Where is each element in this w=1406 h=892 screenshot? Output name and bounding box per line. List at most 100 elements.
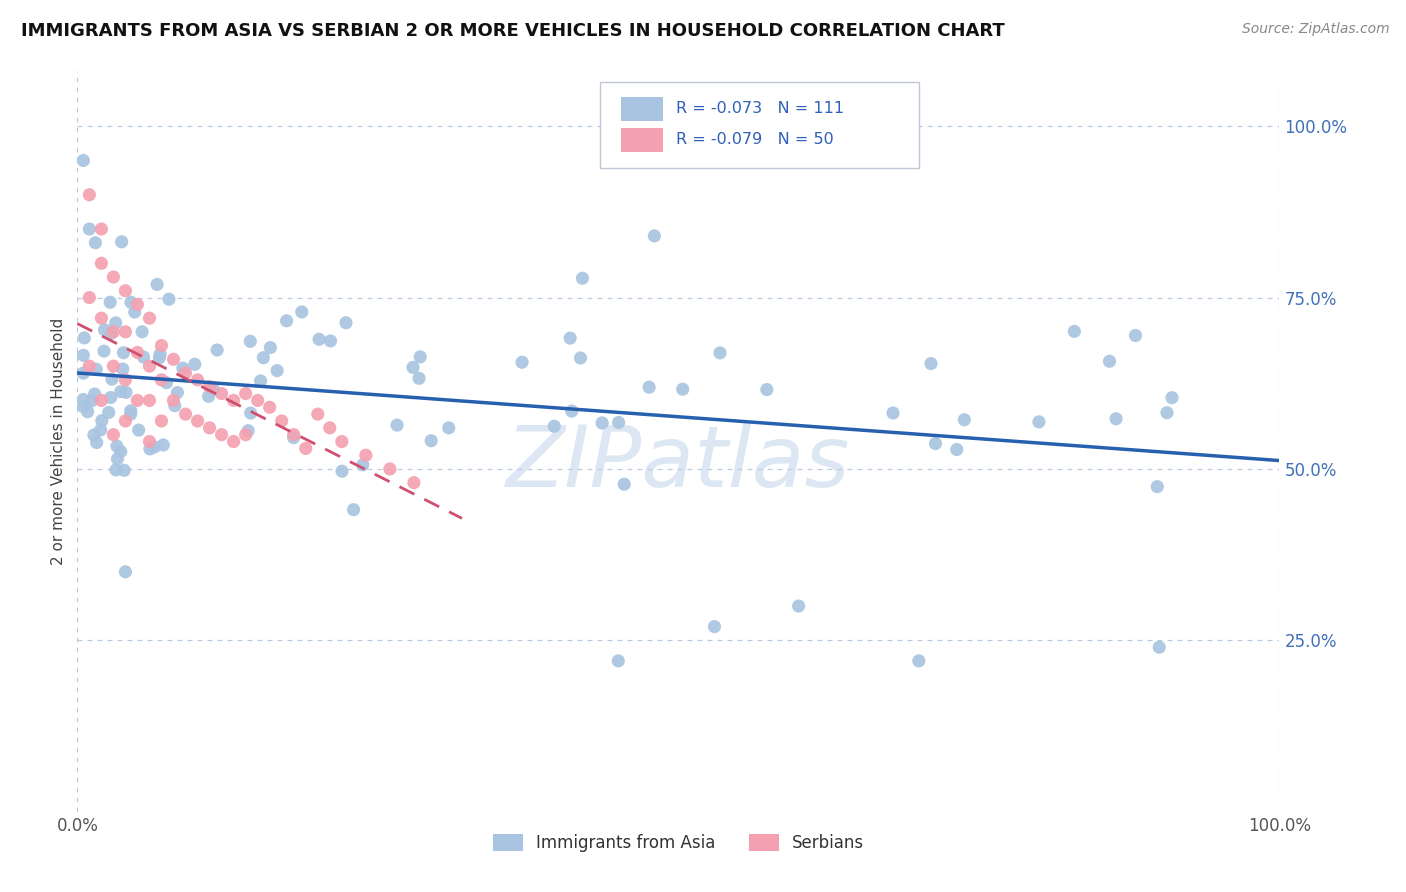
Point (330, 464, 353, 478)
Text: R = -0.079   N = 50: R = -0.079 N = 50 (676, 132, 834, 147)
Point (90, 414, 112, 428)
Point (352, 458, 374, 472)
Point (103, 359, 125, 373)
Point (239, 334, 262, 349)
Point (378, 462, 401, 476)
Point (186, 373, 209, 387)
Point (149, 347, 172, 361)
Point (1105, 411, 1128, 425)
Point (146, 277, 169, 292)
Point (259, 401, 281, 415)
Point (128, 423, 150, 437)
Point (103, 325, 125, 339)
Point (945, 442, 967, 457)
Point (90, 423, 112, 437)
Bar (620, 128, 662, 152)
Point (163, 399, 186, 413)
Point (924, 436, 946, 450)
Point (319, 334, 342, 348)
Point (607, 654, 630, 668)
Point (90, 393, 112, 408)
Point (1161, 391, 1184, 405)
Point (131, 325, 153, 339)
Point (238, 424, 260, 438)
Point (202, 382, 225, 396)
Point (335, 316, 357, 330)
Point (174, 366, 197, 380)
Point (198, 421, 221, 435)
Point (114, 565, 136, 579)
Point (143, 440, 166, 454)
Point (249, 374, 271, 388)
Point (166, 385, 188, 400)
Point (276, 314, 298, 328)
Point (211, 386, 233, 401)
Point (127, 297, 149, 311)
Point (90, 311, 112, 326)
Point (72, 392, 94, 407)
Text: IMMIGRANTS FROM ASIA VS SERBIAN 2 OR MORE VEHICLES IN HOUSEHOLD CORRELATION CHAR: IMMIGRANTS FROM ASIA VS SERBIAN 2 OR MOR… (21, 22, 1005, 40)
Legend: Immigrants from Asia, Serbians: Immigrants from Asia, Serbians (486, 828, 870, 859)
Point (330, 434, 353, 449)
Point (79, 222, 101, 236)
Point (115, 385, 138, 400)
Point (882, 406, 904, 420)
Point (72, 348, 94, 362)
Point (110, 384, 132, 399)
Point (184, 357, 207, 371)
Point (84, 362, 107, 376)
Point (72, 153, 94, 168)
Point (259, 341, 281, 355)
Point (150, 373, 173, 387)
Point (172, 361, 194, 376)
Point (319, 421, 342, 435)
Point (111, 362, 134, 376)
Point (111, 235, 134, 249)
Point (90, 222, 112, 236)
Point (114, 414, 136, 428)
Point (307, 407, 329, 421)
Point (120, 404, 142, 418)
Point (72, 366, 94, 380)
Point (101, 372, 124, 386)
Point (420, 434, 443, 448)
Point (239, 406, 262, 420)
Point (560, 331, 582, 345)
Point (150, 338, 173, 352)
Point (561, 404, 583, 418)
FancyBboxPatch shape (600, 82, 920, 168)
Point (155, 376, 177, 390)
Point (152, 438, 174, 452)
Point (138, 393, 160, 408)
Point (908, 654, 931, 668)
Point (174, 407, 197, 421)
Point (98, 295, 121, 310)
Point (755, 383, 778, 397)
Point (139, 442, 162, 456)
Text: ZIPatlas: ZIPatlas (506, 422, 851, 505)
Point (83, 387, 105, 401)
Point (437, 421, 460, 435)
Point (79, 187, 101, 202)
Point (162, 352, 184, 367)
Point (266, 363, 288, 377)
Point (709, 346, 731, 360)
Point (80, 393, 103, 408)
Point (110, 444, 132, 458)
Point (162, 393, 184, 408)
Point (246, 393, 269, 408)
Point (97, 405, 120, 419)
Point (402, 360, 425, 375)
Point (72, 400, 94, 414)
Point (114, 325, 136, 339)
Point (1028, 415, 1050, 429)
Point (638, 380, 661, 394)
Point (76, 405, 98, 419)
Point (138, 311, 160, 326)
Point (408, 371, 430, 385)
Point (222, 393, 245, 408)
Text: R = -0.073   N = 111: R = -0.073 N = 111 (676, 101, 844, 116)
Point (270, 414, 292, 428)
Point (73, 331, 96, 345)
Point (543, 419, 565, 434)
